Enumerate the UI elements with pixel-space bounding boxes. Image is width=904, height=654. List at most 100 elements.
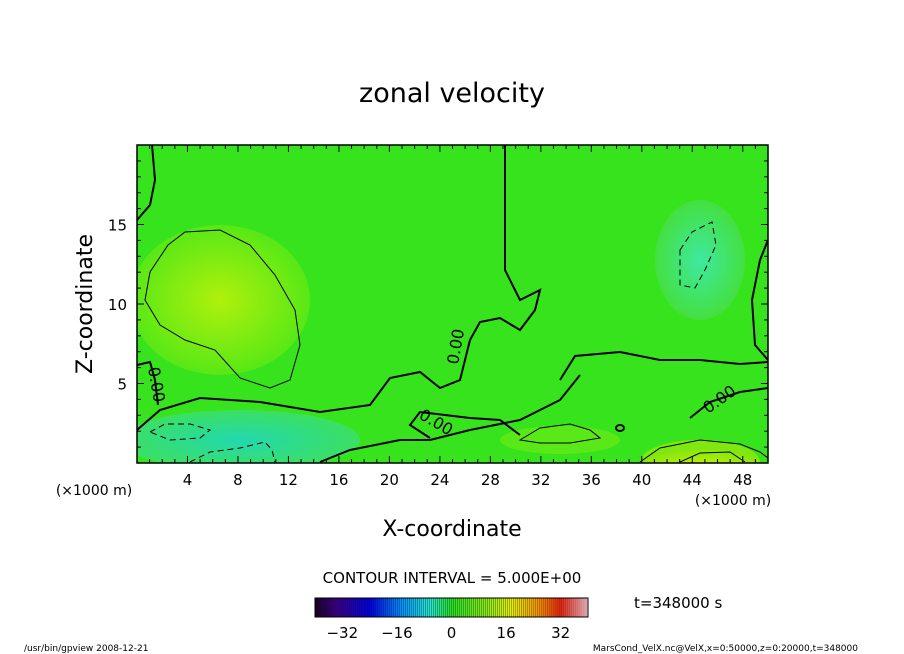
colorbar-cell xyxy=(421,598,424,617)
colorbar-cell xyxy=(577,598,581,617)
colorbar-cell xyxy=(439,598,442,617)
colorbar-cell xyxy=(549,598,553,617)
y-axis-units: (×1000 m) xyxy=(56,483,132,499)
y-axis: 5 10 15 xyxy=(108,160,768,448)
colorbar-cell xyxy=(389,598,392,617)
colorbar-cell xyxy=(457,598,460,617)
colorbar-cell xyxy=(425,598,428,617)
contour-zero-left-top xyxy=(137,145,157,221)
colorbar-cell xyxy=(367,598,370,617)
colorbar-cell xyxy=(571,598,575,617)
x-tick-label: 44 xyxy=(683,471,702,489)
colorbar-cell xyxy=(521,598,525,617)
colorbar-cell xyxy=(433,598,436,617)
colorbar-cell xyxy=(407,598,410,617)
contour-zero-left xyxy=(137,360,159,406)
colorbar-cell xyxy=(405,598,408,617)
colorbar-cell xyxy=(417,598,420,617)
colorbar-cell xyxy=(335,598,338,617)
colorbar-cell xyxy=(401,598,404,617)
colorbar-cell xyxy=(559,598,563,617)
colorbar-cell xyxy=(333,598,336,617)
colorbar-cell xyxy=(395,598,398,617)
colorbar-cell xyxy=(381,598,384,617)
x-tick-label: 32 xyxy=(531,471,550,489)
field-negative-region xyxy=(137,410,360,463)
contour-negative-right xyxy=(679,221,717,289)
contours xyxy=(137,145,768,463)
x-tick-label: 16 xyxy=(329,471,348,489)
colorbar-cell xyxy=(567,598,571,617)
colorbar-cell xyxy=(513,598,517,617)
field-positive-region-bottom xyxy=(500,426,620,454)
colorbar-cell xyxy=(561,598,565,617)
colorbar-cell xyxy=(579,598,583,617)
colorbar-cell xyxy=(553,598,557,617)
colorbar-cell xyxy=(369,598,372,617)
colorbar-cell xyxy=(515,598,519,617)
colorbar-ticks: −32 −16 0 16 32 xyxy=(326,624,570,642)
colorbar-cell xyxy=(331,598,334,617)
contour-zero-right-edge xyxy=(750,239,768,361)
colorbar-cell xyxy=(501,598,504,617)
colorbar-cell xyxy=(479,598,482,617)
colorbar-cell xyxy=(471,598,474,617)
x-tick-label: 24 xyxy=(430,471,449,489)
contour-small-loop xyxy=(615,424,625,432)
colorbar-cell xyxy=(383,598,386,617)
colorbar-cell xyxy=(347,598,350,617)
plot-area xyxy=(137,145,768,463)
colorbar-cell xyxy=(325,598,328,617)
colorbar-cell xyxy=(495,598,498,617)
colorbar-cell xyxy=(575,598,579,617)
y-tick-label: 5 xyxy=(117,376,127,394)
colorbar-tick-label: −16 xyxy=(381,624,413,642)
colorbar-cell xyxy=(535,598,539,617)
colorbar-cell xyxy=(449,598,452,617)
x-axis-label: X-coordinate xyxy=(382,517,521,542)
contour-zero-main xyxy=(137,145,542,431)
colorbar-cell xyxy=(321,598,324,617)
colorbar-cell xyxy=(533,598,537,617)
x-tick-label: 12 xyxy=(279,471,298,489)
y-tick-label: 10 xyxy=(108,296,127,314)
colorbar-cell xyxy=(473,598,476,617)
colorbar-cell xyxy=(537,598,541,617)
colorbar-cell xyxy=(403,598,406,617)
colorbar-cell xyxy=(371,598,374,617)
colorbar-cell xyxy=(503,598,506,617)
colorbar-cell xyxy=(357,598,360,617)
colorbar-cell xyxy=(413,598,416,617)
colorbar-cell xyxy=(317,598,320,617)
colorbar-cell xyxy=(509,598,513,617)
colorbar-cell xyxy=(525,598,529,617)
field-positive-region xyxy=(137,225,310,375)
colorbar-cell xyxy=(391,598,394,617)
colorbar-cell xyxy=(329,598,332,617)
colorbar-cell xyxy=(393,598,396,617)
colorbar-cell xyxy=(581,598,585,617)
colorbar-cell xyxy=(337,598,340,617)
colorbar-tick-label: 32 xyxy=(551,624,570,642)
contour-negative-bottom xyxy=(189,441,276,463)
colorbar-cell xyxy=(477,598,480,617)
colorbar-cell xyxy=(427,598,430,617)
colorbar-cell xyxy=(377,598,380,617)
x-tick-label: 36 xyxy=(582,471,601,489)
colorbar-tick-label: 16 xyxy=(497,624,516,642)
colorbar-cell xyxy=(349,598,352,617)
colorbar-cell xyxy=(451,598,454,617)
colorbar-cell xyxy=(373,598,376,617)
contour-interval-label: CONTOUR INTERVAL = 5.000E+00 xyxy=(323,569,582,587)
colorbar-cell xyxy=(359,598,362,617)
y-tick-label: 15 xyxy=(108,217,127,235)
colorbar-cell xyxy=(543,598,547,617)
contour-zero-right-low xyxy=(689,387,768,419)
colorbar-cell xyxy=(399,598,402,617)
colorbar-cell xyxy=(443,598,446,617)
x-tick-label: 20 xyxy=(380,471,399,489)
colorbar-cell xyxy=(499,598,502,617)
colorbar-cell xyxy=(375,598,378,617)
contour-positive-hot-inner xyxy=(679,451,746,463)
colorbar-cell xyxy=(453,598,456,617)
